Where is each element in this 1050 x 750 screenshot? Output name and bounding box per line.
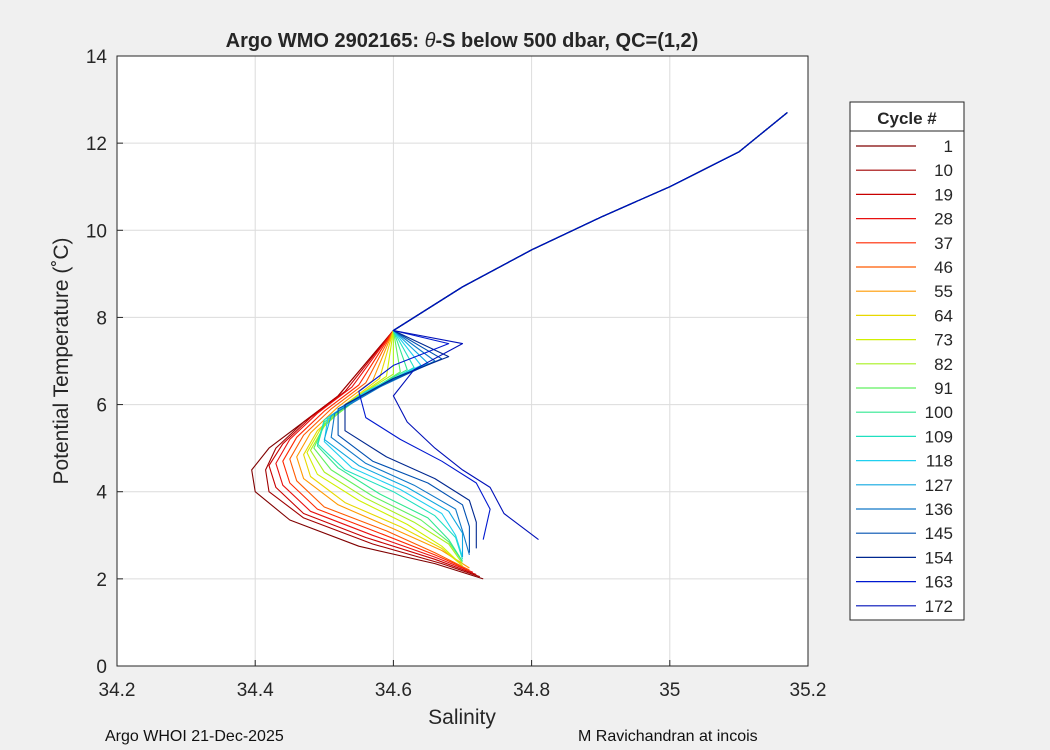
x-tick-label: 34.2 — [99, 680, 136, 701]
legend-label: 10 — [934, 161, 953, 180]
y-tick-label: 8 — [96, 308, 107, 329]
data-series — [251, 112, 788, 580]
x-axis-label: Salinity — [428, 706, 496, 729]
y-tick-label: 14 — [86, 47, 108, 68]
y-tick-label: 12 — [86, 134, 107, 155]
legend-label: 82 — [934, 355, 953, 374]
x-tick-label: 34.4 — [237, 680, 274, 701]
plot-frame — [116, 55, 809, 667]
y-tick-label: 10 — [86, 221, 107, 242]
x-axis-ticks: 34.2 34.4 34.6 34.8 35 35.2 — [99, 660, 827, 701]
legend-items: 1 10 19 28 37 46 55 64 73 82 91 100 109 118 127 136 145 1… — [856, 137, 953, 616]
y-tick-label: 2 — [96, 570, 107, 591]
y-tick-label: 6 — [96, 396, 107, 417]
x-tick-label: 34.8 — [513, 680, 550, 701]
legend-label: 64 — [934, 306, 953, 325]
legend-label: 19 — [934, 185, 953, 204]
legend-label: 145 — [925, 524, 953, 543]
legend-title: Cycle # — [877, 109, 937, 128]
legend-label: 154 — [925, 548, 953, 567]
y-axis-ticks: 0 2 4 6 8 10 12 14 — [86, 47, 123, 678]
legend-label: 73 — [934, 331, 953, 350]
footer-left: Argo WHOI 21-Dec-2025 — [105, 728, 284, 745]
legend-label: 91 — [934, 379, 953, 398]
legend-label: 55 — [934, 282, 953, 301]
legend-label: 37 — [934, 234, 953, 253]
legend-label: 172 — [925, 597, 953, 616]
legend: Cycle # 1 10 19 28 37 46 55 64 73 82 91 100 109 118 12… — [849, 101, 965, 621]
legend-label: 100 — [925, 403, 953, 422]
y-axis-label: Potential Temperature (˚C) — [50, 237, 73, 484]
y-tick-label: 4 — [96, 483, 107, 504]
x-tick-label: 35.2 — [790, 680, 827, 701]
legend-label: 1 — [944, 137, 953, 156]
legend-label: 109 — [925, 427, 953, 446]
y-tick-label: 0 — [96, 657, 107, 678]
legend-label: 46 — [934, 258, 953, 277]
legend-label: 127 — [925, 476, 953, 495]
x-tick-label: 35 — [659, 680, 680, 701]
legend-label: 136 — [925, 500, 953, 519]
plot-background — [117, 56, 808, 666]
legend-label: 163 — [925, 573, 953, 592]
legend-label: 28 — [934, 210, 953, 229]
footer-right: M Ravichandran at incois — [578, 728, 758, 745]
legend-label: 118 — [926, 452, 953, 471]
x-tick-label: 34.6 — [375, 680, 412, 701]
chart-title: Argo WMO 2902165: θ-S below 500 dbar, QC… — [226, 30, 699, 52]
series-line-172 — [392, 112, 788, 541]
